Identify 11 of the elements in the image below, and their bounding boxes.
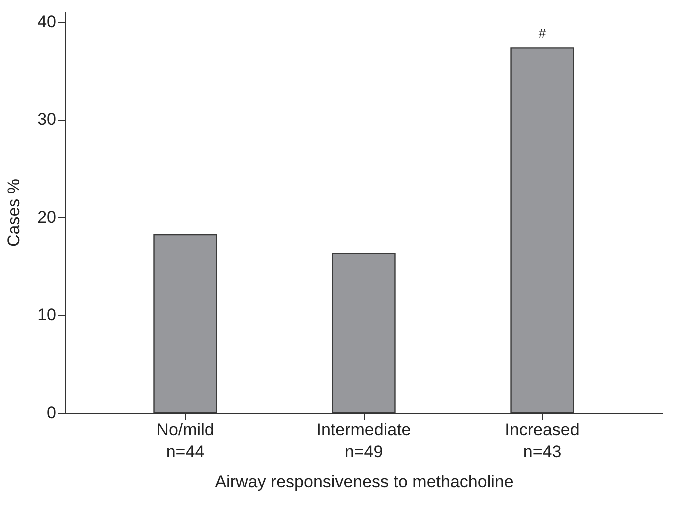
y-tick-label: 40 bbox=[38, 12, 56, 32]
x-tick-label: Intermediate n=49 bbox=[316, 420, 412, 462]
y-axis-title: Cases % bbox=[4, 178, 24, 248]
x-tick-label: No/mild n=44 bbox=[156, 420, 214, 462]
x-axis-title: Airway responsiveness to methacholine bbox=[215, 472, 514, 492]
x-tick-label: Increased n=43 bbox=[505, 420, 580, 462]
y-tick-label: 20 bbox=[38, 208, 56, 227]
y-tick-label: 30 bbox=[38, 110, 56, 130]
annotation: # bbox=[538, 26, 547, 42]
y-tick-label: 0 bbox=[47, 404, 56, 422]
y-tick-label: 10 bbox=[38, 306, 56, 325]
